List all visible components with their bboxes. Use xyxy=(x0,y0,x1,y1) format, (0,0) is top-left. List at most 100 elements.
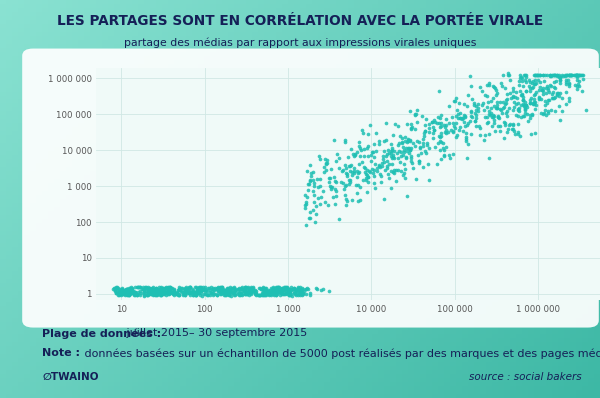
Point xyxy=(393,167,403,173)
Point xyxy=(305,292,314,298)
Point xyxy=(139,287,149,293)
Point xyxy=(520,109,529,116)
Point xyxy=(275,292,285,298)
Point xyxy=(396,168,406,174)
Point xyxy=(217,290,227,296)
Point xyxy=(515,88,524,94)
Point xyxy=(198,284,208,290)
Point xyxy=(295,288,304,294)
Point xyxy=(269,287,278,294)
Point xyxy=(118,289,128,295)
Point xyxy=(320,199,330,206)
Point xyxy=(180,285,190,291)
Point xyxy=(298,286,308,292)
Point xyxy=(187,289,196,295)
Point xyxy=(115,289,124,295)
Point xyxy=(246,285,256,291)
Point xyxy=(255,284,265,291)
Point xyxy=(449,98,459,104)
Point xyxy=(316,287,326,293)
Point xyxy=(318,285,328,292)
Point xyxy=(230,291,240,297)
Point xyxy=(388,144,397,151)
Point xyxy=(470,118,479,125)
Point xyxy=(232,286,241,293)
Point xyxy=(133,284,143,291)
Point xyxy=(272,287,281,293)
Point xyxy=(395,159,405,166)
Point xyxy=(269,289,279,295)
Point xyxy=(551,108,560,114)
Point xyxy=(518,83,528,89)
Point xyxy=(295,286,304,292)
Point xyxy=(466,131,476,137)
Point xyxy=(164,286,173,293)
Point xyxy=(525,112,535,118)
Point xyxy=(230,287,239,293)
Point xyxy=(338,180,348,186)
Point xyxy=(178,285,187,291)
Text: données basées sur un échantillon de 5000 post réalisés par des marques et des p: données basées sur un échantillon de 500… xyxy=(81,348,600,359)
Point xyxy=(562,72,572,78)
Point xyxy=(234,285,244,291)
Point xyxy=(349,165,359,171)
Point xyxy=(111,290,121,297)
Point xyxy=(530,72,539,78)
Point xyxy=(427,119,437,126)
Point xyxy=(514,129,523,135)
Point xyxy=(218,290,227,296)
Point xyxy=(389,154,399,161)
Point xyxy=(205,291,215,298)
Point xyxy=(491,127,500,134)
Point xyxy=(244,287,254,294)
Point xyxy=(237,284,247,290)
Point xyxy=(518,94,528,100)
Point xyxy=(539,110,549,117)
Point xyxy=(390,121,400,127)
Point xyxy=(514,113,523,119)
Point xyxy=(313,176,322,182)
Point xyxy=(179,289,189,295)
Point xyxy=(308,177,317,183)
Point xyxy=(545,97,554,103)
Point xyxy=(449,120,458,127)
Point xyxy=(136,288,145,295)
Point xyxy=(235,292,244,298)
Point xyxy=(146,286,155,293)
Point xyxy=(371,148,381,155)
Point xyxy=(315,201,325,207)
Point xyxy=(577,72,587,78)
Point xyxy=(250,291,259,297)
Point xyxy=(455,127,464,133)
Point xyxy=(509,93,518,99)
Point xyxy=(502,91,512,98)
Point xyxy=(439,153,449,160)
Point xyxy=(482,104,491,111)
Point xyxy=(273,284,283,291)
Point xyxy=(545,73,555,80)
Point xyxy=(182,285,191,292)
Point xyxy=(268,284,277,290)
Point xyxy=(414,158,424,164)
Point xyxy=(529,92,539,99)
Point xyxy=(565,72,574,78)
Point xyxy=(241,291,250,298)
Point xyxy=(188,286,197,293)
Point xyxy=(127,289,137,295)
Point xyxy=(504,105,514,111)
Point xyxy=(442,130,451,136)
Point xyxy=(195,285,205,292)
Point xyxy=(565,72,574,78)
Point xyxy=(150,289,160,295)
Point xyxy=(142,292,151,298)
Point xyxy=(370,185,380,191)
Point xyxy=(364,178,373,185)
Point xyxy=(554,103,563,109)
Point xyxy=(424,125,434,131)
Point xyxy=(526,94,536,101)
Point xyxy=(125,285,135,291)
Point xyxy=(215,291,224,297)
Point xyxy=(207,290,217,296)
Point xyxy=(465,72,475,79)
Point xyxy=(145,287,155,294)
